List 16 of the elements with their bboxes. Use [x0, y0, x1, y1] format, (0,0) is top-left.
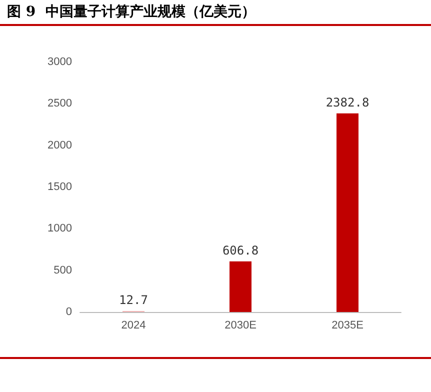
x-tick-label: 2024: [121, 320, 146, 332]
y-tick-label: 2000: [48, 139, 72, 152]
y-tick-label: 1500: [48, 181, 72, 193]
data-label: 2382.8: [326, 95, 370, 110]
y-tick-label: 3000: [48, 56, 72, 68]
x-tick-label: 2035E: [332, 320, 364, 332]
x-tick-label: 2030E: [224, 320, 256, 332]
data-label: 12.7: [119, 292, 148, 307]
data-label: 606.8: [222, 243, 259, 258]
chart-title: 图 9 中国量子计算产业规模（亿美元）: [7, 3, 256, 20]
y-tick-label: 1000: [48, 222, 72, 235]
y-tick-label: 2500: [48, 98, 72, 110]
bar: [336, 113, 358, 312]
y-tick-label: 0: [66, 306, 72, 318]
bar: [230, 261, 252, 312]
y-tick-label: 500: [54, 264, 72, 276]
